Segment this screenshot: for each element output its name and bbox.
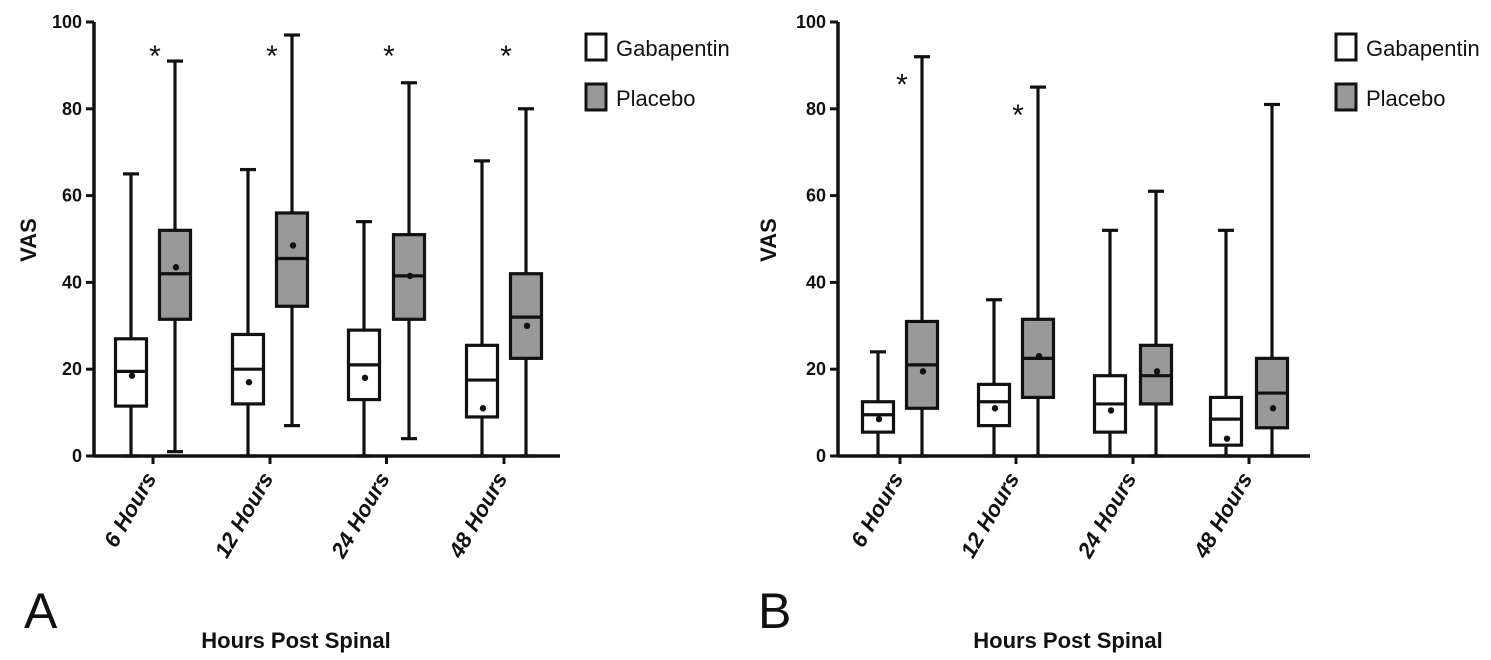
significance-star-a-0: * — [149, 40, 161, 73]
category-label-a-1: 12 Hours — [210, 468, 279, 562]
mean-dot-a-placebo-2 — [406, 272, 414, 280]
legend-b: Gabapentin Placebo — [1334, 32, 1480, 112]
category-label-a-2: 24 Hours — [326, 468, 395, 563]
box-a-placebo-2 — [391, 81, 427, 441]
box-b-placebo-3 — [1254, 102, 1290, 458]
x-axis-title-b: Hours Post Spinal — [973, 628, 1162, 653]
mean-dot-a-gabapentin-0 — [128, 372, 136, 379]
y-tick-label-a-0: 0 — [72, 446, 82, 466]
significance-star-a-2: * — [383, 40, 395, 73]
legend-label-placebo-b: Placebo — [1366, 86, 1446, 111]
plot-area-a: 0 20 40 60 80 100 6 Hours 12 Hours 24 Hours 48 Ho… — [52, 12, 560, 563]
legend-label-gabapentin-b: Gabapentin — [1366, 36, 1480, 61]
mean-dot-a-gabapentin-2 — [361, 374, 369, 382]
panel-b: 0 20 40 60 80 100 6 Hours 12 Hours 24 Hours 48 Ho… — [756, 12, 1480, 653]
mean-dot-a-gabapentin-3 — [479, 405, 487, 412]
legend-swatch-gabapentin-a — [584, 32, 608, 62]
box-a-gabapentin-0 — [113, 172, 149, 458]
y-axis-title-a: VAS — [16, 218, 41, 262]
significance-star-a-1: * — [266, 40, 278, 73]
mean-dot-a-gabapentin-1 — [245, 379, 253, 386]
mean-dot-b-gabapentin-3 — [1223, 435, 1231, 442]
box-b-gabapentin-2 — [1092, 228, 1128, 458]
y-tick-label-b-4: 80 — [806, 99, 826, 119]
panel-letter-a: A — [24, 583, 58, 639]
panel-a: 0 20 40 60 80 100 6 Hours 12 Hours 24 Hours 48 Ho… — [16, 12, 730, 653]
category-label-a-0: 6 Hours — [99, 468, 162, 551]
y-axis-title-b: VAS — [756, 218, 781, 262]
panel-letter-b: B — [758, 583, 791, 639]
y-tick-label-a-3: 60 — [62, 186, 82, 206]
box-a-placebo-1 — [274, 33, 310, 428]
mean-dot-a-placebo-3 — [523, 322, 531, 329]
legend-label-placebo-a: Placebo — [616, 86, 696, 111]
box-b-gabapentin-3 — [1208, 228, 1244, 458]
legend-swatch-placebo-a — [584, 82, 608, 112]
box-a-placebo-3 — [508, 107, 544, 458]
mean-dot-a-placebo-1 — [289, 242, 297, 249]
y-tick-label-b-1: 20 — [806, 359, 826, 379]
significance-star-a-3: * — [500, 40, 512, 73]
category-label-b-2: 24 Hours — [1072, 468, 1141, 563]
legend-a: Gabapentin Placebo — [584, 32, 730, 112]
plot-area-b: 0 20 40 60 80 100 6 Hours 12 Hours 24 Hours 48 Ho… — [796, 12, 1310, 563]
x-axis-title-a: Hours Post Spinal — [201, 628, 390, 653]
box-body-b-gabapentin-1 — [976, 382, 1012, 428]
y-tick-label-b-3: 60 — [806, 186, 826, 206]
mean-dot-b-placebo-3 — [1269, 405, 1277, 412]
box-a-gabapentin-3 — [464, 159, 500, 458]
y-tick-label-a-5: 100 — [52, 12, 82, 32]
category-label-b-1: 12 Hours — [956, 468, 1025, 562]
legend-swatch-placebo-b — [1334, 82, 1358, 112]
significance-star-b-0: * — [896, 69, 908, 102]
mean-dot-b-gabapentin-2 — [1107, 407, 1115, 414]
box-b-placebo-2 — [1138, 189, 1174, 458]
mean-dot-b-placebo-1 — [1035, 352, 1043, 360]
box-b-gabapentin-1 — [976, 298, 1012, 458]
legend-swatch-gabapentin-b — [1334, 32, 1358, 62]
y-tick-label-b-2: 40 — [806, 272, 826, 292]
box-a-gabapentin-1 — [230, 167, 266, 458]
legend-label-gabapentin-a: Gabapentin — [616, 36, 730, 61]
box-b-placebo-1 — [1020, 85, 1056, 458]
mean-dot-b-placebo-0 — [919, 368, 927, 375]
box-a-placebo-0 — [157, 59, 193, 454]
mean-dot-b-placebo-2 — [1153, 368, 1161, 375]
y-tick-label-b-0: 0 — [816, 446, 826, 466]
category-label-b-0: 6 Hours — [846, 468, 909, 551]
mean-dot-a-placebo-0 — [172, 264, 180, 271]
box-a-gabapentin-2 — [346, 220, 382, 458]
category-label-a-3: 48 Hours — [443, 468, 512, 563]
y-tick-label-a-1: 20 — [62, 359, 82, 379]
box-b-placebo-0 — [904, 55, 940, 458]
box-b-gabapentin-0 — [860, 350, 896, 458]
category-label-b-3: 48 Hours — [1188, 468, 1257, 563]
significance-star-b-1: * — [1012, 99, 1024, 132]
y-tick-label-a-2: 40 — [62, 272, 82, 292]
y-tick-label-a-4: 80 — [62, 99, 82, 119]
mean-dot-b-gabapentin-1 — [991, 405, 999, 412]
mean-dot-b-gabapentin-0 — [875, 415, 883, 423]
y-tick-label-b-5: 100 — [796, 12, 826, 32]
